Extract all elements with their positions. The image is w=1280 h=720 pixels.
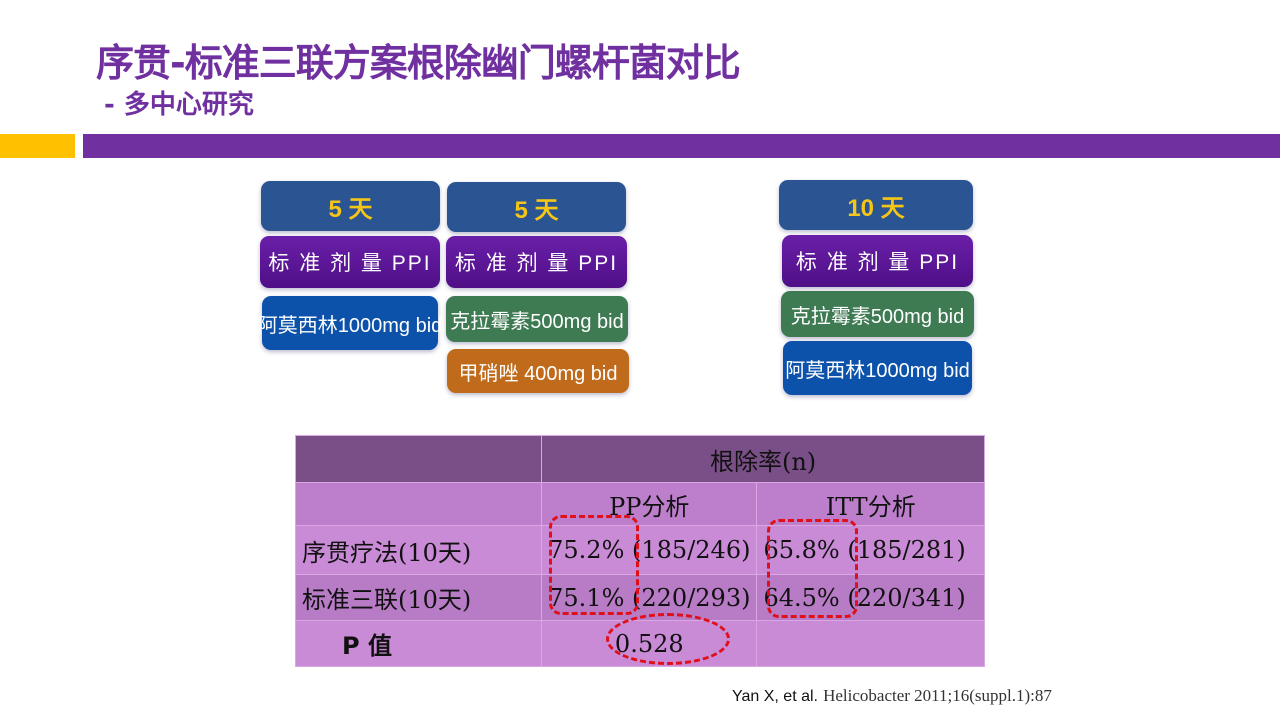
- seq-phase1-duration: 5 天: [261, 181, 440, 231]
- slide-title: 序贯-标准三联方案根除幽门螺杆菌对比: [96, 41, 741, 85]
- pp-n: (185/246): [632, 536, 751, 564]
- std-duration: 10 天: [779, 180, 973, 230]
- table-row: 标准三联(10天) 75.1% (220/293) 64.5% (220/341…: [294, 574, 985, 621]
- itt-n: (185/281): [847, 536, 966, 564]
- pp-cell: 75.1% (220/293): [541, 574, 758, 621]
- itt-analysis-header: ITT分析: [756, 482, 985, 526]
- seq-phase1-amoxicillin: 阿莫西林1000mg bid: [258, 296, 442, 350]
- std-clarithromycin: 克拉霉素500mg bid: [781, 291, 974, 337]
- itt-cell: 65.8% (185/281): [756, 525, 985, 575]
- std-amoxicillin: 阿莫西林1000mg bid: [783, 341, 972, 395]
- slide-subtitle: - 多中心研究: [104, 90, 254, 120]
- eradication-table: 根除率(n) PP分析 ITT分析 序贯疗法(10天) 75.2% (185/2…: [294, 435, 985, 667]
- itt-n: (220/341): [847, 583, 966, 612]
- row-label: 标准三联(10天): [294, 574, 543, 621]
- table-header-row: 根除率(n): [294, 435, 985, 483]
- pp-rate: 75.1%: [548, 583, 625, 612]
- itt-rate: 65.8%: [763, 536, 840, 564]
- citation-journal: Helicobacter 2011;16(suppl.1):87: [823, 686, 1052, 705]
- seq-phase1-ppi: 标 准 剂 量 PPI: [260, 236, 440, 288]
- seq-phase2-clarithromycin: 克拉霉素500mg bid: [446, 296, 628, 342]
- row-label: 序贯疗法(10天): [294, 525, 543, 575]
- table-subheader-row: PP分析 ITT分析: [294, 482, 985, 526]
- seq-phase2-metronidazole: 甲硝唑 400mg bid: [447, 349, 629, 393]
- itt-cell: 64.5% (220/341): [756, 574, 985, 621]
- citation: Yan X, et al. Helicobacter 2011;16(suppl…: [732, 686, 1052, 706]
- pp-analysis-header: PP分析: [541, 482, 758, 526]
- seq-phase2-ppi: 标 准 剂 量 PPI: [446, 236, 627, 288]
- pp-cell: 75.2% (185/246): [541, 525, 758, 575]
- p-value-row: P 值 0.528: [294, 620, 985, 667]
- accent-bar-yellow: [0, 134, 75, 158]
- itt-rate: 64.5%: [763, 583, 840, 612]
- citation-authors: Yan X, et al.: [732, 688, 818, 705]
- pp-rate: 75.2%: [548, 536, 625, 564]
- seq-phase2-duration: 5 天: [447, 182, 626, 232]
- p-value-label: P 值: [294, 620, 543, 667]
- table-row: 序贯疗法(10天) 75.2% (185/246) 65.8% (185/281…: [294, 525, 985, 575]
- std-ppi: 标 准 剂 量 PPI: [782, 235, 973, 287]
- eradication-rate-header: 根除率(n): [541, 435, 985, 483]
- p-value: 0.528: [541, 620, 758, 667]
- accent-bar-purple: [83, 134, 1280, 158]
- pp-n: (220/293): [632, 583, 751, 612]
- table-corner-cell: [294, 435, 543, 483]
